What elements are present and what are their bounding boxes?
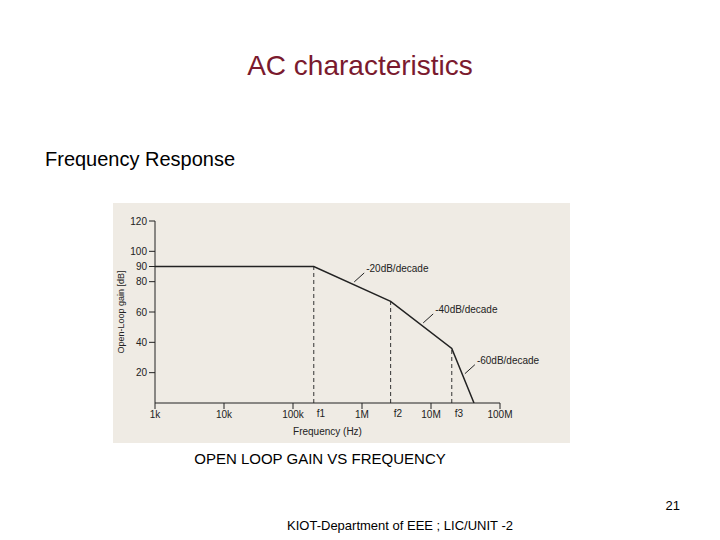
svg-text:10M: 10M <box>421 409 440 420</box>
svg-text:10k: 10k <box>216 409 233 420</box>
html-text:Frequency Response: Frequency Response <box>45 148 236 170</box>
svg-text:80: 80 <box>136 276 148 287</box>
svg-text:1k: 1k <box>150 409 162 420</box>
svg-text:20: 20 <box>136 367 148 378</box>
svg-text:40: 40 <box>136 337 148 348</box>
svg-text:100M: 100M <box>487 409 512 420</box>
svg-text:Open-Loop gain [dB]: Open-Loop gain [dB] <box>116 270 126 353</box>
svg-text:f3: f3 <box>455 408 464 419</box>
svg-text:100k: 100k <box>282 409 305 420</box>
svg-text:-60dB/decade: -60dB/decade <box>477 355 540 366</box>
svg-text:f1: f1 <box>317 408 326 419</box>
svg-text:1M: 1M <box>355 409 369 420</box>
html-text:KIOT-Department of EEE ; LIC/U: KIOT-Department of EEE ; LIC/UNIT -2 <box>287 518 513 533</box>
svg-text:Frequency (Hz): Frequency (Hz) <box>293 426 362 437</box>
svg-text:90: 90 <box>136 261 148 272</box>
html-text:AC characteristics: AC characteristics <box>247 50 473 81</box>
svg-text:-20dB/decade: -20dB/decade <box>366 263 429 274</box>
svg-text:120: 120 <box>130 216 147 227</box>
svg-text:-40dB/decade: -40dB/decade <box>435 304 498 315</box>
html-text:21: 21 <box>665 498 680 513</box>
svg-text:60: 60 <box>136 307 148 318</box>
svg-text:f2: f2 <box>394 408 403 419</box>
svg-text:100: 100 <box>130 246 147 257</box>
html-text:OPEN LOOP GAIN VS FREQUENCY: OPEN LOOP GAIN VS FREQUENCY <box>194 450 446 467</box>
